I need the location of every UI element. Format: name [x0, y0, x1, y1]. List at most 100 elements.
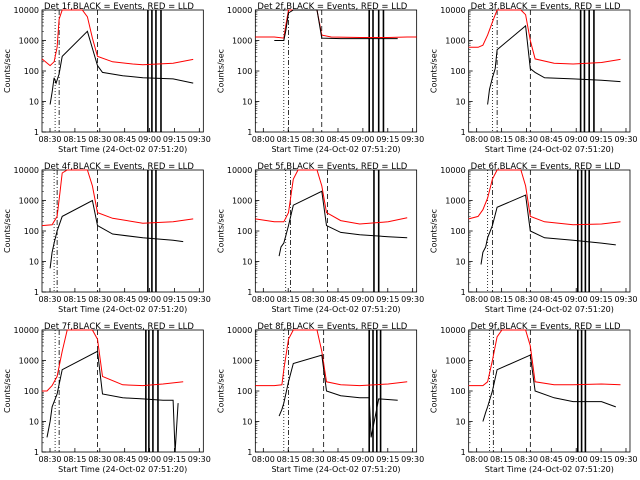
x-tick-label: 09:30	[614, 135, 637, 144]
y-tick-label: 1000	[19, 197, 39, 206]
chart-title: Det 6f,BLACK = Events, RED = LLD	[471, 162, 621, 172]
x-tick-label: 08:15	[63, 455, 86, 464]
y-tick-label: 1	[34, 128, 39, 137]
x-tick-label: 08:15	[490, 455, 513, 464]
y-axis-label: Counts/sec	[216, 209, 225, 253]
y-tick-label: 100	[237, 67, 252, 76]
x-axis-label: Start Time (24-Oct-02 07:51:20)	[58, 305, 187, 314]
events-series-line	[480, 194, 616, 265]
y-tick-label: 10	[242, 418, 252, 427]
x-tick-label: 08:15	[490, 135, 513, 144]
plot-frame	[468, 9, 631, 133]
x-tick-label: 09:00	[351, 135, 374, 144]
lld-series-line	[468, 9, 621, 65]
chart-panel-8: 1 10 100 1000 10000 08:00 08:15 08:30 08:45 09:00…	[216, 322, 424, 474]
chart-title: Det 3f,BLACK = Events, RED = LLD	[471, 2, 621, 12]
x-tick-label: 08:30	[515, 295, 538, 304]
y-tick-label: 1	[34, 288, 39, 297]
chart-title: Det 8f,BLACK = Events, RED = LLD	[257, 322, 407, 332]
x-tick-label: 08:30	[88, 135, 111, 144]
y-tick-label: 1	[461, 288, 466, 297]
x-tick-label: 08:00	[252, 135, 275, 144]
x-tick-label: 09:00	[138, 295, 161, 304]
x-tick-label: 08:45	[540, 455, 563, 464]
x-tick-label: 08:30	[88, 295, 111, 304]
x-tick-label: 08:30	[38, 455, 61, 464]
plot-frame	[41, 169, 204, 293]
y-tick-label: 100	[24, 67, 39, 76]
y-tick-label: 1	[247, 128, 252, 137]
chart-panel-9: 1 10 100 1000 10000 08:00 08:15 08:30 08:45 09:00…	[430, 322, 638, 474]
y-tick-label: 10	[455, 98, 465, 107]
y-tick-label: 1000	[19, 37, 39, 46]
y-tick-label: 100	[24, 387, 39, 396]
chart-title: Det 5f,BLACK = Events, RED = LLD	[257, 162, 407, 172]
y-tick-label: 1000	[19, 357, 39, 366]
x-tick-label: 09:15	[376, 455, 399, 464]
plot-frame	[41, 329, 204, 453]
plot-frame	[254, 169, 418, 293]
lld-series-line	[41, 9, 194, 67]
y-tick-label: 1	[461, 128, 466, 137]
x-tick-label: 08:45	[113, 455, 136, 464]
chart-panel-6: 1 10 100 1000 10000 08:00 08:15 08:30 08:45 09:00…	[430, 162, 638, 314]
x-tick-label: 09:30	[188, 135, 211, 144]
x-tick-label: 09:30	[401, 455, 424, 464]
x-tick-label: 08:30	[38, 295, 61, 304]
y-tick-label: 10	[29, 98, 39, 107]
events-series-line	[278, 190, 408, 257]
x-tick-label: 09:00	[565, 455, 588, 464]
y-tick-label: 10000	[440, 326, 465, 335]
y-tick-label: 10	[29, 258, 39, 267]
x-tick-label: 09:00	[138, 455, 161, 464]
y-axis-label: Counts/sec	[216, 49, 225, 93]
events-series-line	[49, 199, 184, 269]
x-tick-label: 08:45	[540, 135, 563, 144]
x-tick-label: 08:15	[277, 135, 300, 144]
y-tick-label: 1	[247, 448, 252, 457]
x-tick-label: 08:15	[277, 455, 300, 464]
x-tick-label: 08:45	[326, 135, 349, 144]
x-tick-label: 08:15	[63, 135, 86, 144]
x-tick-label: 08:00	[465, 455, 488, 464]
plot-frame	[254, 9, 418, 133]
x-tick-label: 09:00	[351, 295, 374, 304]
y-tick-label: 1000	[232, 357, 252, 366]
chart-panel-5: 1 10 100 1000 10000 08:00 08:15 08:30 08:45 09:00…	[216, 162, 424, 314]
y-tick-label: 10000	[14, 326, 39, 335]
x-tick-label: 08:00	[465, 295, 488, 304]
x-tick-label: 08:15	[277, 295, 300, 304]
x-tick-label: 08:45	[326, 295, 349, 304]
x-tick-label: 08:30	[515, 135, 538, 144]
y-tick-label: 10000	[14, 6, 39, 15]
x-tick-label: 09:15	[163, 135, 186, 144]
chart-title: Det 1f,BLACK = Events, RED = LLD	[44, 2, 194, 12]
x-axis-label: Start Time (24-Oct-02 07:51:20)	[485, 305, 614, 314]
y-tick-label: 10	[455, 418, 465, 427]
y-tick-label: 10000	[440, 6, 465, 15]
x-tick-label: 09:15	[376, 135, 399, 144]
y-axis-label: Counts/sec	[430, 369, 439, 413]
chart-title: Det 7f,BLACK = Events, RED = LLD	[44, 322, 194, 332]
x-tick-label: 09:15	[590, 295, 613, 304]
x-tick-label: 09:30	[188, 295, 211, 304]
y-tick-label: 1000	[232, 197, 252, 206]
y-tick-label: 1	[247, 288, 252, 297]
lld-series-line	[255, 9, 417, 39]
x-tick-label: 08:30	[302, 135, 325, 144]
x-tick-label: 08:30	[302, 295, 325, 304]
lld-series-line	[255, 329, 408, 387]
chart-title: Det 4f,BLACK = Events, RED = LLD	[44, 162, 194, 172]
x-tick-label: 09:00	[138, 135, 161, 144]
plot-frame	[468, 169, 631, 293]
x-tick-label: 08:00	[465, 135, 488, 144]
x-tick-label: 08:45	[540, 295, 563, 304]
x-tick-label: 08:00	[252, 455, 275, 464]
y-tick-label: 10	[242, 258, 252, 267]
lld-series-line	[42, 329, 184, 392]
y-tick-label: 1000	[445, 357, 465, 366]
chart-title: Det 9f,BLACK = Events, RED = LLD	[471, 322, 621, 332]
events-series-line	[487, 24, 621, 105]
lld-series-line	[255, 169, 408, 225]
